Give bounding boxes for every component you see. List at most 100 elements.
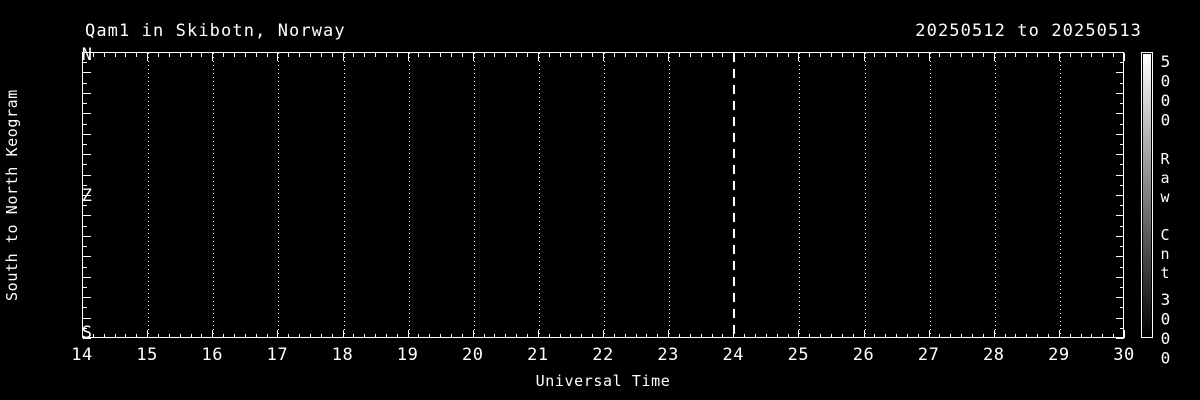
y-tick-major [83,277,91,278]
y-tick-major [83,134,91,135]
x-tick-minor [690,334,691,338]
x-tick-minor [1005,334,1006,338]
x-tick-minor-top [484,53,485,57]
y-tick-major-right [1116,154,1124,155]
y-tick-minor-right [1120,124,1124,125]
x-tick-minor-top [234,53,235,57]
x-tick-minor [1026,334,1027,338]
colorbar-gradient [1143,54,1151,336]
y-tick-minor [83,124,87,125]
x-tick-minor-top [1048,53,1049,57]
x-tick-minor [614,334,615,338]
y-tick-minor-right [1120,307,1124,308]
y-tick-minor [83,103,87,104]
x-tick-minor-top [364,53,365,57]
x-tick-minor-top [853,53,854,57]
x-tick-major [798,330,799,338]
x-tick-minor-top [169,53,170,57]
x-tick-major-top [538,53,539,61]
y-tick-minor [83,164,87,165]
page-title: Qam1 in Skibotn, Norway [85,21,346,41]
x-tick-minor-top [592,53,593,57]
x-tick-minor-top [560,53,561,57]
x-tick-minor-top [1091,53,1092,57]
x-tick-minor-top [375,53,376,57]
y-tick-major-right [1116,72,1124,73]
y-tick-minor [83,246,87,247]
gridline-vertical [1059,53,1061,337]
x-tick-minor [1015,334,1016,338]
x-tick-major [408,330,409,338]
y-tick-minor [83,83,87,84]
x-tick-minor-top [494,53,495,57]
x-tick-minor-top [440,53,441,57]
x-tick-major-top [994,53,995,61]
x-tick-minor-top [1026,53,1027,57]
x-tick-minor-top [245,53,246,57]
x-tick-minor [191,334,192,338]
gridline-vertical [864,53,866,337]
x-tick-minor [397,334,398,338]
x-tick-label: 30 [1113,345,1135,365]
gridline-vertical [278,53,280,337]
x-tick-label: 27 [917,345,940,365]
x-tick-minor [321,334,322,338]
gridline-vertical [213,53,215,337]
y-tick-major [83,297,91,298]
x-tick-minor [701,334,702,338]
y-tick-major-right [1116,113,1124,114]
x-tick-minor-top [581,53,582,57]
x-tick-minor [125,334,126,338]
x-tick-minor [516,334,517,338]
y-axis-title: South to North Keogram [3,89,21,301]
y-tick-major [83,175,91,176]
x-tick-minor-top [310,53,311,57]
x-tick-minor [874,334,875,338]
x-tick-minor-top [570,53,571,57]
colorbar-max-label: 5000 [1156,52,1175,130]
x-tick-minor-top [690,53,691,57]
y-tick-minor-right [1120,287,1124,288]
y-tick-minor-right [1120,226,1124,227]
x-tick-minor [809,334,810,338]
x-tick-minor [1048,334,1049,338]
x-tick-major [929,330,930,338]
x-tick-major [277,330,278,338]
x-tick-minor-top [397,53,398,57]
x-tick-label: 25 [787,345,810,365]
x-tick-minor-top [831,53,832,57]
y-tick-major-right [1116,297,1124,298]
y-tick-minor [83,226,87,227]
x-tick-minor-top [93,53,94,57]
x-tick-minor [527,334,528,338]
x-tick-minor [418,334,419,338]
x-tick-minor-top [1113,53,1114,57]
gridline-vertical [408,53,410,337]
x-tick-minor [234,334,235,338]
colorbar [1141,52,1153,338]
x-axis-title: Universal Time [535,372,671,390]
x-tick-minor [570,334,571,338]
x-tick-major-top [668,53,669,61]
x-tick-major [1059,330,1060,338]
colorbar-min-label: 3000 [1156,290,1175,368]
gridline-vertical [343,53,345,337]
x-tick-major-top [408,53,409,61]
x-tick-minor-top [983,53,984,57]
x-tick-minor [744,334,745,338]
x-tick-major [147,330,148,338]
x-tick-major [473,330,474,338]
x-tick-minor-top [1102,53,1103,57]
x-tick-minor [918,334,919,338]
y-tick-minor [83,328,87,329]
x-tick-minor [223,334,224,338]
x-tick-minor-top [429,53,430,57]
gridline-vertical [538,53,540,337]
x-tick-minor [777,334,778,338]
x-tick-minor-top [939,53,940,57]
x-tick-minor-top [918,53,919,57]
x-tick-minor [646,334,647,338]
x-tick-minor-top [972,53,973,57]
x-tick-minor-top [701,53,702,57]
x-tick-major-top [343,53,344,61]
